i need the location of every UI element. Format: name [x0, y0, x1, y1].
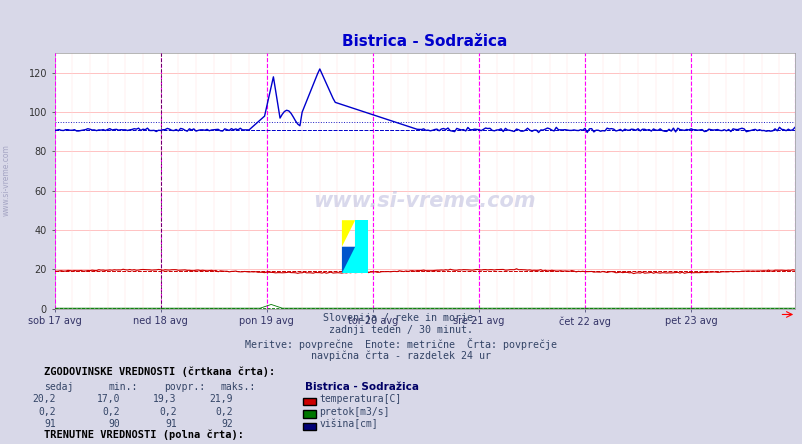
Text: 19,3: 19,3 [153, 394, 176, 404]
Text: www.si-vreme.com: www.si-vreme.com [313, 191, 536, 211]
Text: 20,2: 20,2 [33, 394, 56, 404]
Title: Bistrica - Sodražica: Bistrica - Sodražica [342, 34, 507, 49]
Text: maks.:: maks.: [221, 382, 256, 392]
Text: 91: 91 [44, 419, 56, 429]
Text: 0,2: 0,2 [38, 407, 56, 417]
Text: 0,2: 0,2 [159, 407, 176, 417]
Text: 0,2: 0,2 [103, 407, 120, 417]
Text: Meritve: povprečne  Enote: metrične  Črta: povprečje: Meritve: povprečne Enote: metrične Črta:… [245, 338, 557, 350]
Text: 91: 91 [164, 419, 176, 429]
Text: 21,9: 21,9 [209, 394, 233, 404]
Text: povpr.:: povpr.: [164, 382, 205, 392]
Polygon shape [342, 247, 354, 273]
Polygon shape [342, 220, 354, 247]
Text: www.si-vreme.com: www.si-vreme.com [2, 144, 11, 216]
Text: 90: 90 [108, 419, 120, 429]
Text: višina[cm]: višina[cm] [319, 419, 378, 429]
Text: zadnji teden / 30 minut.: zadnji teden / 30 minut. [329, 325, 473, 336]
Polygon shape [342, 220, 368, 273]
Text: 17,0: 17,0 [97, 394, 120, 404]
Text: ZGODOVINSKE VREDNOSTI (črtkana črta):: ZGODOVINSKE VREDNOSTI (črtkana črta): [44, 367, 275, 377]
Text: 92: 92 [221, 419, 233, 429]
Text: 0,2: 0,2 [215, 407, 233, 417]
Text: temperatura[C]: temperatura[C] [319, 394, 401, 404]
Text: min.:: min.: [108, 382, 138, 392]
Text: Bistrica - Sodražica: Bistrica - Sodražica [305, 382, 419, 392]
Text: TRENUTNE VREDNOSTI (polna črta):: TRENUTNE VREDNOSTI (polna črta): [44, 430, 244, 440]
Text: navpična črta - razdelek 24 ur: navpična črta - razdelek 24 ur [311, 350, 491, 361]
Text: pretok[m3/s]: pretok[m3/s] [319, 407, 390, 417]
Text: Slovenija / reke in morje.: Slovenija / reke in morje. [323, 313, 479, 323]
Text: sedaj: sedaj [44, 382, 74, 392]
